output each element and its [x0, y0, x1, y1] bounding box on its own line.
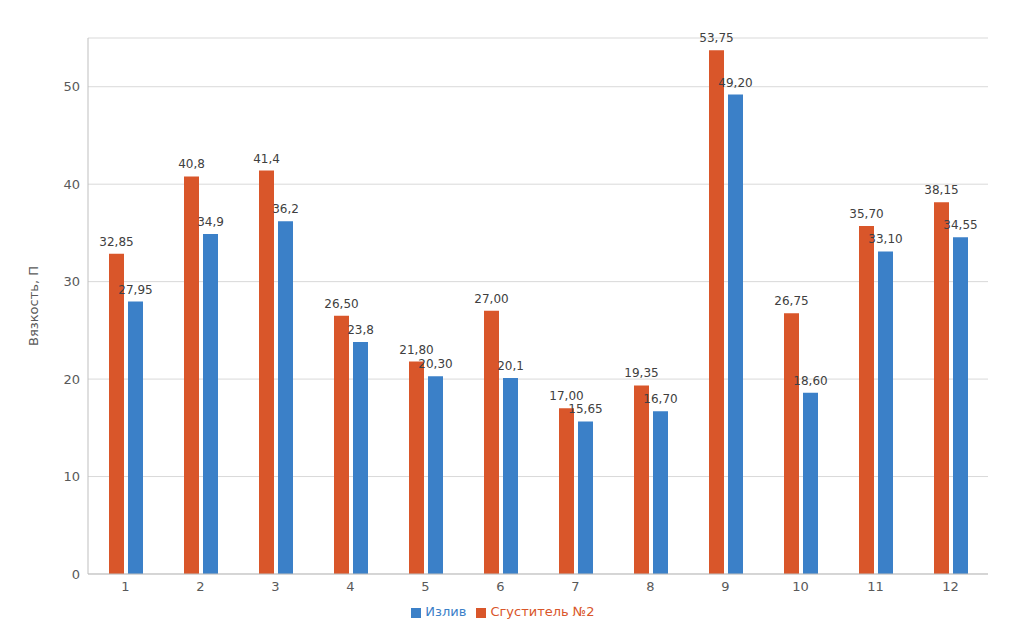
svg-text:8: 8 [646, 579, 654, 594]
svg-text:7: 7 [571, 579, 579, 594]
svg-text:20,30: 20,30 [418, 357, 452, 371]
svg-text:0: 0 [72, 567, 80, 582]
svg-text:11: 11 [867, 579, 884, 594]
svg-text:27,95: 27,95 [118, 283, 152, 297]
svg-text:16,70: 16,70 [643, 392, 677, 406]
svg-text:20,1: 20,1 [497, 359, 524, 373]
svg-text:26,50: 26,50 [324, 297, 358, 311]
svg-text:10: 10 [792, 579, 809, 594]
svg-text:49,20: 49,20 [718, 76, 752, 90]
html-text:Сгуститель №2: Сгуститель №2 [490, 604, 595, 619]
svg-text:17,00: 17,00 [549, 389, 583, 403]
svg-text:9: 9 [721, 579, 729, 594]
svg-text:35,70: 35,70 [849, 207, 883, 221]
svg-text:1: 1 [121, 579, 129, 594]
svg-text:5: 5 [421, 579, 429, 594]
svg-text:20: 20 [63, 372, 80, 387]
svg-text:34,9: 34,9 [197, 215, 224, 229]
svg-text:Вязкость, П: Вязкость, П [26, 266, 41, 346]
svg-text:50: 50 [63, 79, 80, 94]
svg-text:38,15: 38,15 [924, 183, 958, 197]
html-text:Излив: Излив [425, 604, 467, 619]
svg-text:2: 2 [196, 579, 204, 594]
svg-text:53,75: 53,75 [699, 31, 733, 45]
svg-text:27,00: 27,00 [474, 292, 508, 306]
svg-text:34,55: 34,55 [943, 218, 977, 232]
svg-text:15,65: 15,65 [568, 402, 602, 416]
svg-text:41,4: 41,4 [253, 152, 280, 166]
svg-text:40: 40 [63, 177, 80, 192]
svg-text:21,80: 21,80 [399, 343, 433, 357]
svg-text:33,10: 33,10 [868, 232, 902, 246]
svg-text:36,2: 36,2 [272, 202, 299, 216]
svg-text:4: 4 [346, 579, 354, 594]
svg-text:40,8: 40,8 [178, 157, 205, 171]
svg-text:12: 12 [942, 579, 959, 594]
svg-text:23,8: 23,8 [347, 323, 374, 337]
svg-text:26,75: 26,75 [774, 294, 808, 308]
svg-text:10: 10 [63, 469, 80, 484]
svg-text:32,85: 32,85 [99, 235, 133, 249]
svg-text:19,35: 19,35 [624, 366, 658, 380]
svg-text:18,60: 18,60 [793, 374, 827, 388]
svg-text:3: 3 [271, 579, 279, 594]
svg-text:6: 6 [496, 579, 504, 594]
svg-text:30: 30 [63, 274, 80, 289]
